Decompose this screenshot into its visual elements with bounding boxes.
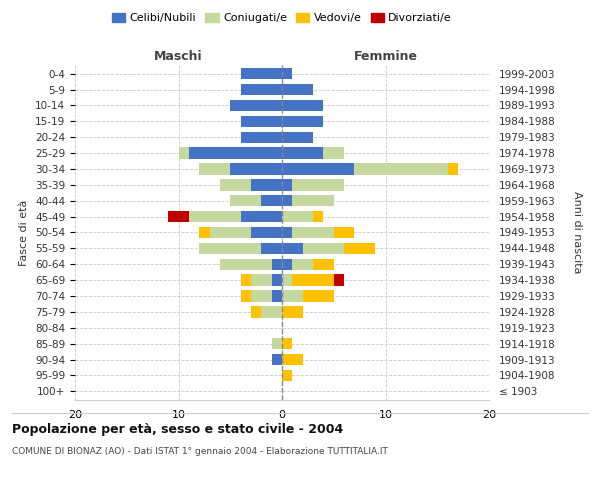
- Bar: [292, 274, 334, 286]
- Bar: [241, 116, 282, 127]
- Bar: [251, 179, 282, 190]
- Bar: [230, 164, 282, 174]
- Bar: [241, 274, 251, 286]
- Text: Femmine: Femmine: [353, 50, 418, 64]
- Bar: [230, 100, 282, 111]
- Bar: [282, 274, 292, 286]
- Bar: [251, 274, 272, 286]
- Bar: [292, 227, 334, 238]
- Bar: [282, 227, 292, 238]
- Bar: [334, 274, 344, 286]
- Bar: [272, 274, 282, 286]
- Text: COMUNE DI BIONAZ (AO) - Dati ISTAT 1° gennaio 2004 - Elaborazione TUTTITALIA.IT: COMUNE DI BIONAZ (AO) - Dati ISTAT 1° ge…: [12, 448, 388, 456]
- Bar: [282, 132, 313, 143]
- Bar: [282, 354, 303, 365]
- Bar: [251, 227, 282, 238]
- Bar: [282, 370, 292, 381]
- Bar: [168, 211, 189, 222]
- Bar: [230, 195, 262, 206]
- Bar: [241, 211, 282, 222]
- Bar: [313, 211, 323, 222]
- Bar: [344, 242, 375, 254]
- Text: Maschi: Maschi: [154, 50, 203, 64]
- Y-axis label: Fasce di età: Fasce di età: [19, 200, 29, 266]
- Bar: [282, 84, 313, 96]
- Bar: [251, 306, 262, 318]
- Bar: [272, 354, 282, 365]
- Bar: [334, 227, 355, 238]
- Bar: [355, 164, 448, 174]
- Bar: [282, 100, 323, 111]
- Bar: [282, 116, 323, 127]
- Bar: [199, 227, 209, 238]
- Bar: [323, 148, 344, 159]
- Bar: [292, 195, 334, 206]
- Bar: [199, 242, 262, 254]
- Bar: [189, 211, 241, 222]
- Bar: [262, 306, 282, 318]
- Bar: [282, 242, 303, 254]
- Bar: [282, 258, 292, 270]
- Bar: [282, 211, 313, 222]
- Bar: [282, 338, 292, 349]
- Bar: [179, 148, 189, 159]
- Bar: [241, 290, 251, 302]
- Bar: [272, 290, 282, 302]
- Bar: [313, 258, 334, 270]
- Bar: [241, 84, 282, 96]
- Bar: [220, 258, 272, 270]
- Bar: [282, 148, 323, 159]
- Bar: [292, 179, 344, 190]
- Bar: [282, 306, 303, 318]
- Bar: [241, 68, 282, 80]
- Bar: [282, 195, 292, 206]
- Bar: [251, 290, 272, 302]
- Bar: [262, 242, 282, 254]
- Bar: [448, 164, 458, 174]
- Bar: [282, 179, 292, 190]
- Bar: [272, 338, 282, 349]
- Bar: [303, 290, 334, 302]
- Bar: [241, 132, 282, 143]
- Bar: [282, 164, 355, 174]
- Bar: [199, 164, 230, 174]
- Bar: [303, 242, 344, 254]
- Bar: [220, 179, 251, 190]
- Bar: [282, 68, 292, 80]
- Text: Popolazione per età, sesso e stato civile - 2004: Popolazione per età, sesso e stato civil…: [12, 422, 343, 436]
- Bar: [272, 258, 282, 270]
- Bar: [282, 290, 303, 302]
- Bar: [209, 227, 251, 238]
- Bar: [292, 258, 313, 270]
- Bar: [262, 195, 282, 206]
- Y-axis label: Anni di nascita: Anni di nascita: [572, 191, 582, 274]
- Bar: [189, 148, 282, 159]
- Legend: Celibi/Nubili, Coniugati/e, Vedovi/e, Divorziati/e: Celibi/Nubili, Coniugati/e, Vedovi/e, Di…: [107, 8, 457, 28]
